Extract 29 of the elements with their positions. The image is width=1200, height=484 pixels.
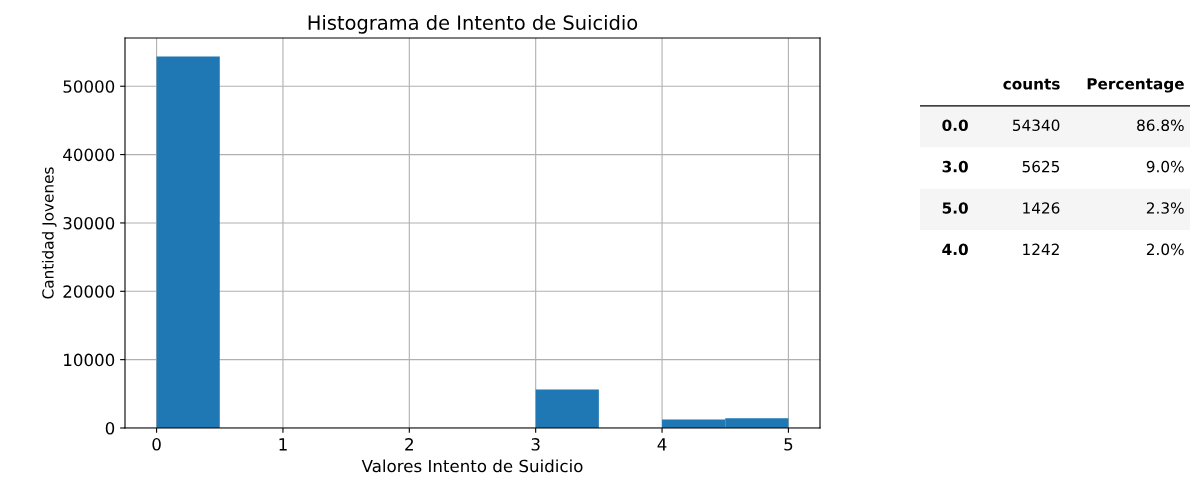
x-tick-label: 5 xyxy=(784,438,793,451)
y-tick-label: 40000 xyxy=(63,148,115,162)
text: 5.0 xyxy=(942,202,968,214)
text: 2.0% xyxy=(1146,243,1184,256)
text: 5625 xyxy=(1022,160,1060,173)
x-tick-label: 4 xyxy=(657,438,667,451)
text: 1242 xyxy=(1023,243,1059,255)
x-tick-label: 2 xyxy=(405,438,413,451)
chart-title: Histograma de Intento de Suicidio xyxy=(308,14,638,34)
y-tick-label: 50000 xyxy=(63,80,115,93)
text: 54340 xyxy=(1012,119,1060,131)
y-axis-title: Cantidad Jovenes xyxy=(41,167,57,299)
text: 9.0% xyxy=(1146,160,1184,173)
y-tick-label: 0 xyxy=(105,421,115,435)
text: 0.0 xyxy=(942,119,968,131)
y-tick-label: 20000 xyxy=(63,285,115,298)
x-tick-label: 1 xyxy=(279,438,287,451)
text: 86.8% xyxy=(1137,119,1184,131)
y-tick-label: 10000 xyxy=(64,353,115,367)
text: 4.0 xyxy=(942,243,968,256)
x-tick-label: 3 xyxy=(531,438,540,451)
text: Percentage xyxy=(1087,78,1184,93)
text: counts xyxy=(1003,78,1060,90)
x-axis-title: Valores Intento de Suidicio xyxy=(361,459,583,473)
text: 3.0 xyxy=(942,160,968,173)
text: 2.3% xyxy=(1146,202,1184,214)
y-tick-label: 30000 xyxy=(63,216,115,230)
x-tick-label: 0 xyxy=(152,438,161,451)
text: 1426 xyxy=(1023,202,1060,214)
